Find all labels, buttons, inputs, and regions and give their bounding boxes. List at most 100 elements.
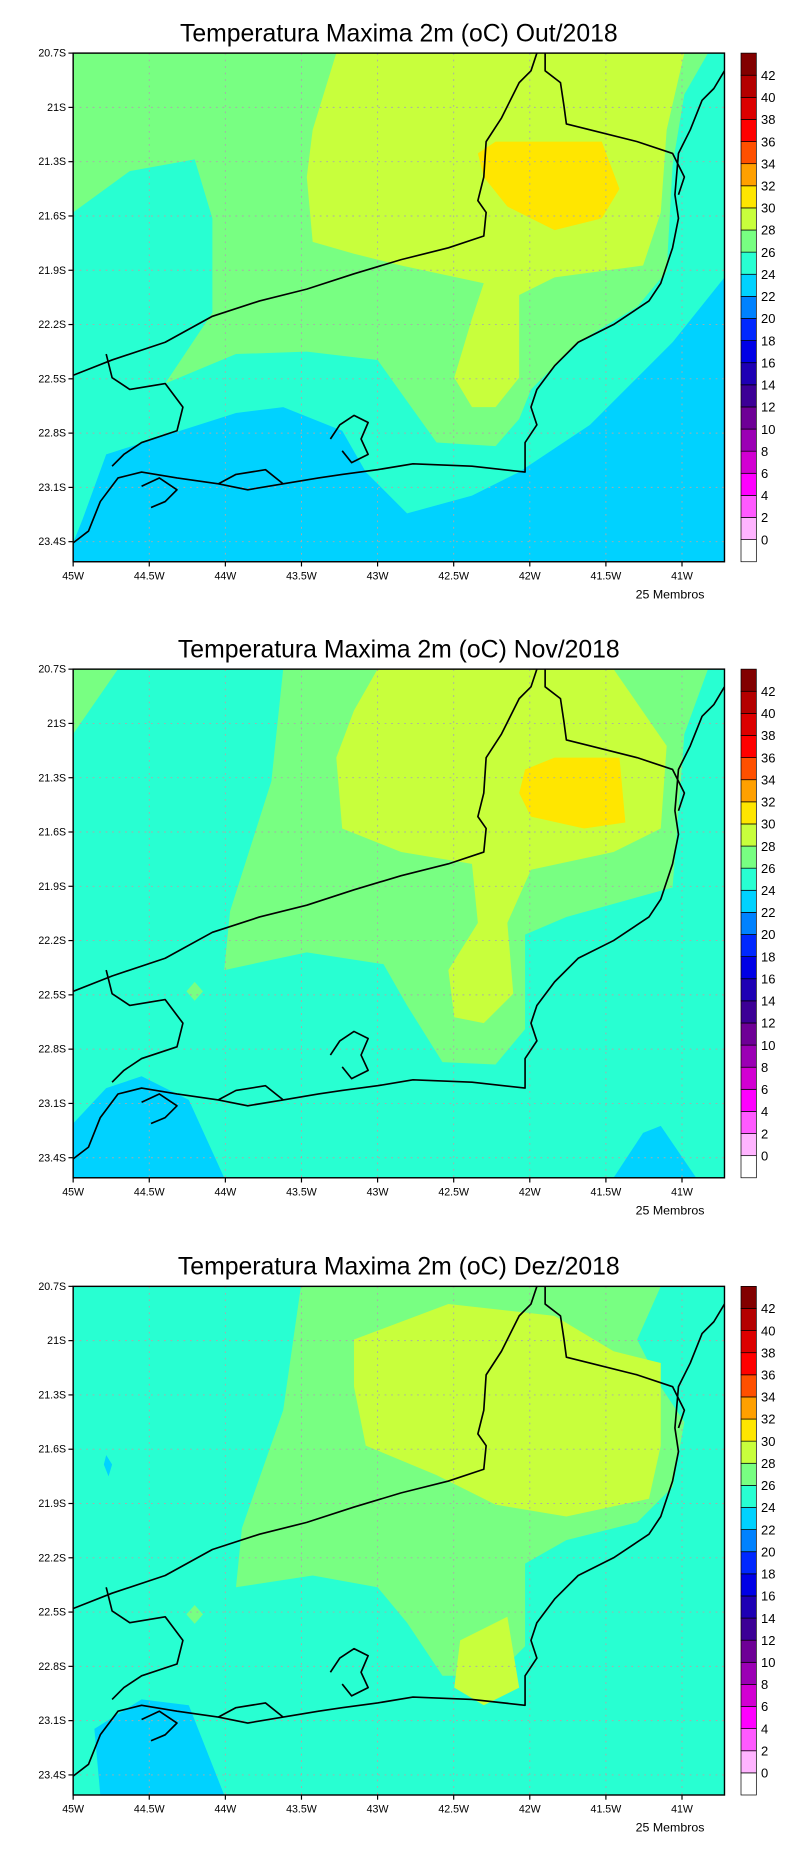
lat-tick-label: 20.7S — [38, 1281, 66, 1293]
colorbar-label: 22 — [761, 289, 775, 304]
colorbar-label: 32 — [761, 179, 775, 194]
lon-tick-label: 44.5W — [134, 1186, 165, 1198]
colorbar-label: 36 — [761, 750, 775, 765]
colorbar-label: 2 — [761, 1126, 768, 1141]
colorbar-swatch — [740, 406, 757, 430]
lon-tick-label: 41W — [671, 1804, 693, 1816]
lon-tick-label: 42W — [519, 570, 541, 582]
lon-tick-label: 43.5W — [286, 1186, 317, 1198]
colorbar-label: 16 — [761, 355, 775, 370]
colorbar-swatch — [740, 1573, 757, 1597]
colorbar-label: 28 — [761, 839, 775, 854]
coastline — [329, 414, 369, 464]
lat-tick-label: 22.8S — [38, 1661, 66, 1673]
colorbar-swatch — [740, 956, 757, 980]
colorbar-label: 32 — [761, 795, 775, 810]
lat-tick-label: 21.3S — [38, 772, 66, 784]
colorbar-swatch — [740, 889, 757, 913]
contour-band — [73, 1076, 225, 1178]
contour-band — [103, 1455, 113, 1477]
contour-field — [73, 53, 725, 562]
lat-tick-label: 21.9S — [38, 1498, 66, 1510]
colorbar-label: 36 — [761, 134, 775, 149]
colorbar-label: 34 — [761, 156, 775, 171]
coastline — [141, 1093, 178, 1125]
map-frame — [72, 52, 726, 563]
lat-tick-label: 21.6S — [38, 211, 66, 223]
colorbar-label: 6 — [761, 1082, 768, 1097]
colorbar-swatch — [740, 1485, 757, 1508]
colorbar-label: 6 — [761, 466, 768, 481]
lon-tick-label: 45W — [62, 1804, 84, 1816]
colorbar-label: 18 — [761, 1567, 775, 1582]
colorbar-label: 38 — [761, 112, 775, 127]
lon-tick-label: 44W — [214, 1186, 236, 1198]
panel-title: Temperatura Maxima 2m (oC) Out/2018 — [180, 20, 618, 47]
lat-tick-label: 21.9S — [38, 881, 66, 893]
colorbar-swatch — [740, 1155, 757, 1179]
coastline — [544, 53, 686, 195]
lon-tick-label: 45W — [62, 1186, 84, 1198]
colorbar-label: 2 — [761, 1743, 768, 1758]
contour-field — [73, 669, 725, 1178]
colorbar-label: 0 — [761, 1148, 768, 1163]
lat-tick-label: 23.1S — [38, 1098, 66, 1110]
colorbar-label: 26 — [761, 861, 775, 876]
lon-tick-label: 44W — [214, 1804, 236, 1816]
colorbar-swatch — [740, 119, 757, 142]
lon-tick-label: 43W — [367, 1804, 389, 1816]
members-note: 25 Membros — [636, 1203, 705, 1217]
lon-tick-label: 43W — [367, 570, 389, 582]
colorbar-swatch — [740, 1507, 757, 1530]
lon-tick-label: 42.5W — [438, 570, 469, 582]
colorbar-swatch — [740, 1374, 757, 1398]
lon-tick-label: 44.5W — [134, 570, 165, 582]
colorbar-swatch — [740, 517, 757, 540]
coastline — [73, 53, 538, 377]
contour-band — [613, 1125, 697, 1178]
coastline — [217, 1084, 284, 1101]
colorbar-swatch — [740, 867, 757, 891]
contour-field — [73, 1286, 725, 1795]
colorbar-swatch — [740, 690, 757, 714]
coastline — [141, 477, 178, 509]
colorbar-swatch — [740, 1617, 757, 1641]
colorbar-label: 42 — [761, 684, 775, 699]
lat-tick-label: 23.1S — [38, 482, 66, 494]
colorbar-label: 28 — [761, 223, 775, 238]
colorbar-swatch — [740, 1285, 757, 1309]
colorbar-swatch — [740, 757, 757, 781]
colorbar-label: 10 — [761, 1038, 775, 1053]
lon-tick-label: 42W — [519, 1186, 541, 1198]
colorbar-label: 26 — [761, 245, 775, 260]
colorbar-label: 14 — [761, 1611, 775, 1626]
colorbar-label: 6 — [761, 1699, 768, 1714]
colorbar-label: 30 — [761, 817, 775, 832]
colorbar-swatch — [740, 296, 757, 319]
colorbar-swatch — [740, 1639, 757, 1663]
colorbar-swatch — [740, 141, 757, 165]
colorbar-label: 40 — [761, 706, 775, 721]
colorbar-label: 34 — [761, 1390, 775, 1405]
colorbar-swatch — [740, 273, 757, 297]
colorbar-swatch — [740, 1133, 757, 1157]
lat-tick-label: 22.5S — [38, 989, 66, 1001]
colorbar-label: 24 — [761, 1500, 775, 1515]
colorbar-swatch — [740, 1529, 757, 1553]
colorbar-swatch — [740, 713, 757, 736]
colorbar-label: 30 — [761, 201, 775, 216]
colorbar-label: 4 — [761, 488, 768, 503]
coastline — [329, 1647, 369, 1697]
lat-tick-label: 23.1S — [38, 1715, 66, 1727]
colorbar-swatch — [740, 384, 757, 408]
coastline — [73, 1303, 725, 1777]
colorbar-label: 24 — [761, 883, 775, 898]
members-note: 25 Membros — [636, 587, 705, 601]
coastline — [105, 1587, 184, 1700]
colorbar-label: 18 — [761, 333, 775, 348]
coastline — [544, 1286, 686, 1429]
